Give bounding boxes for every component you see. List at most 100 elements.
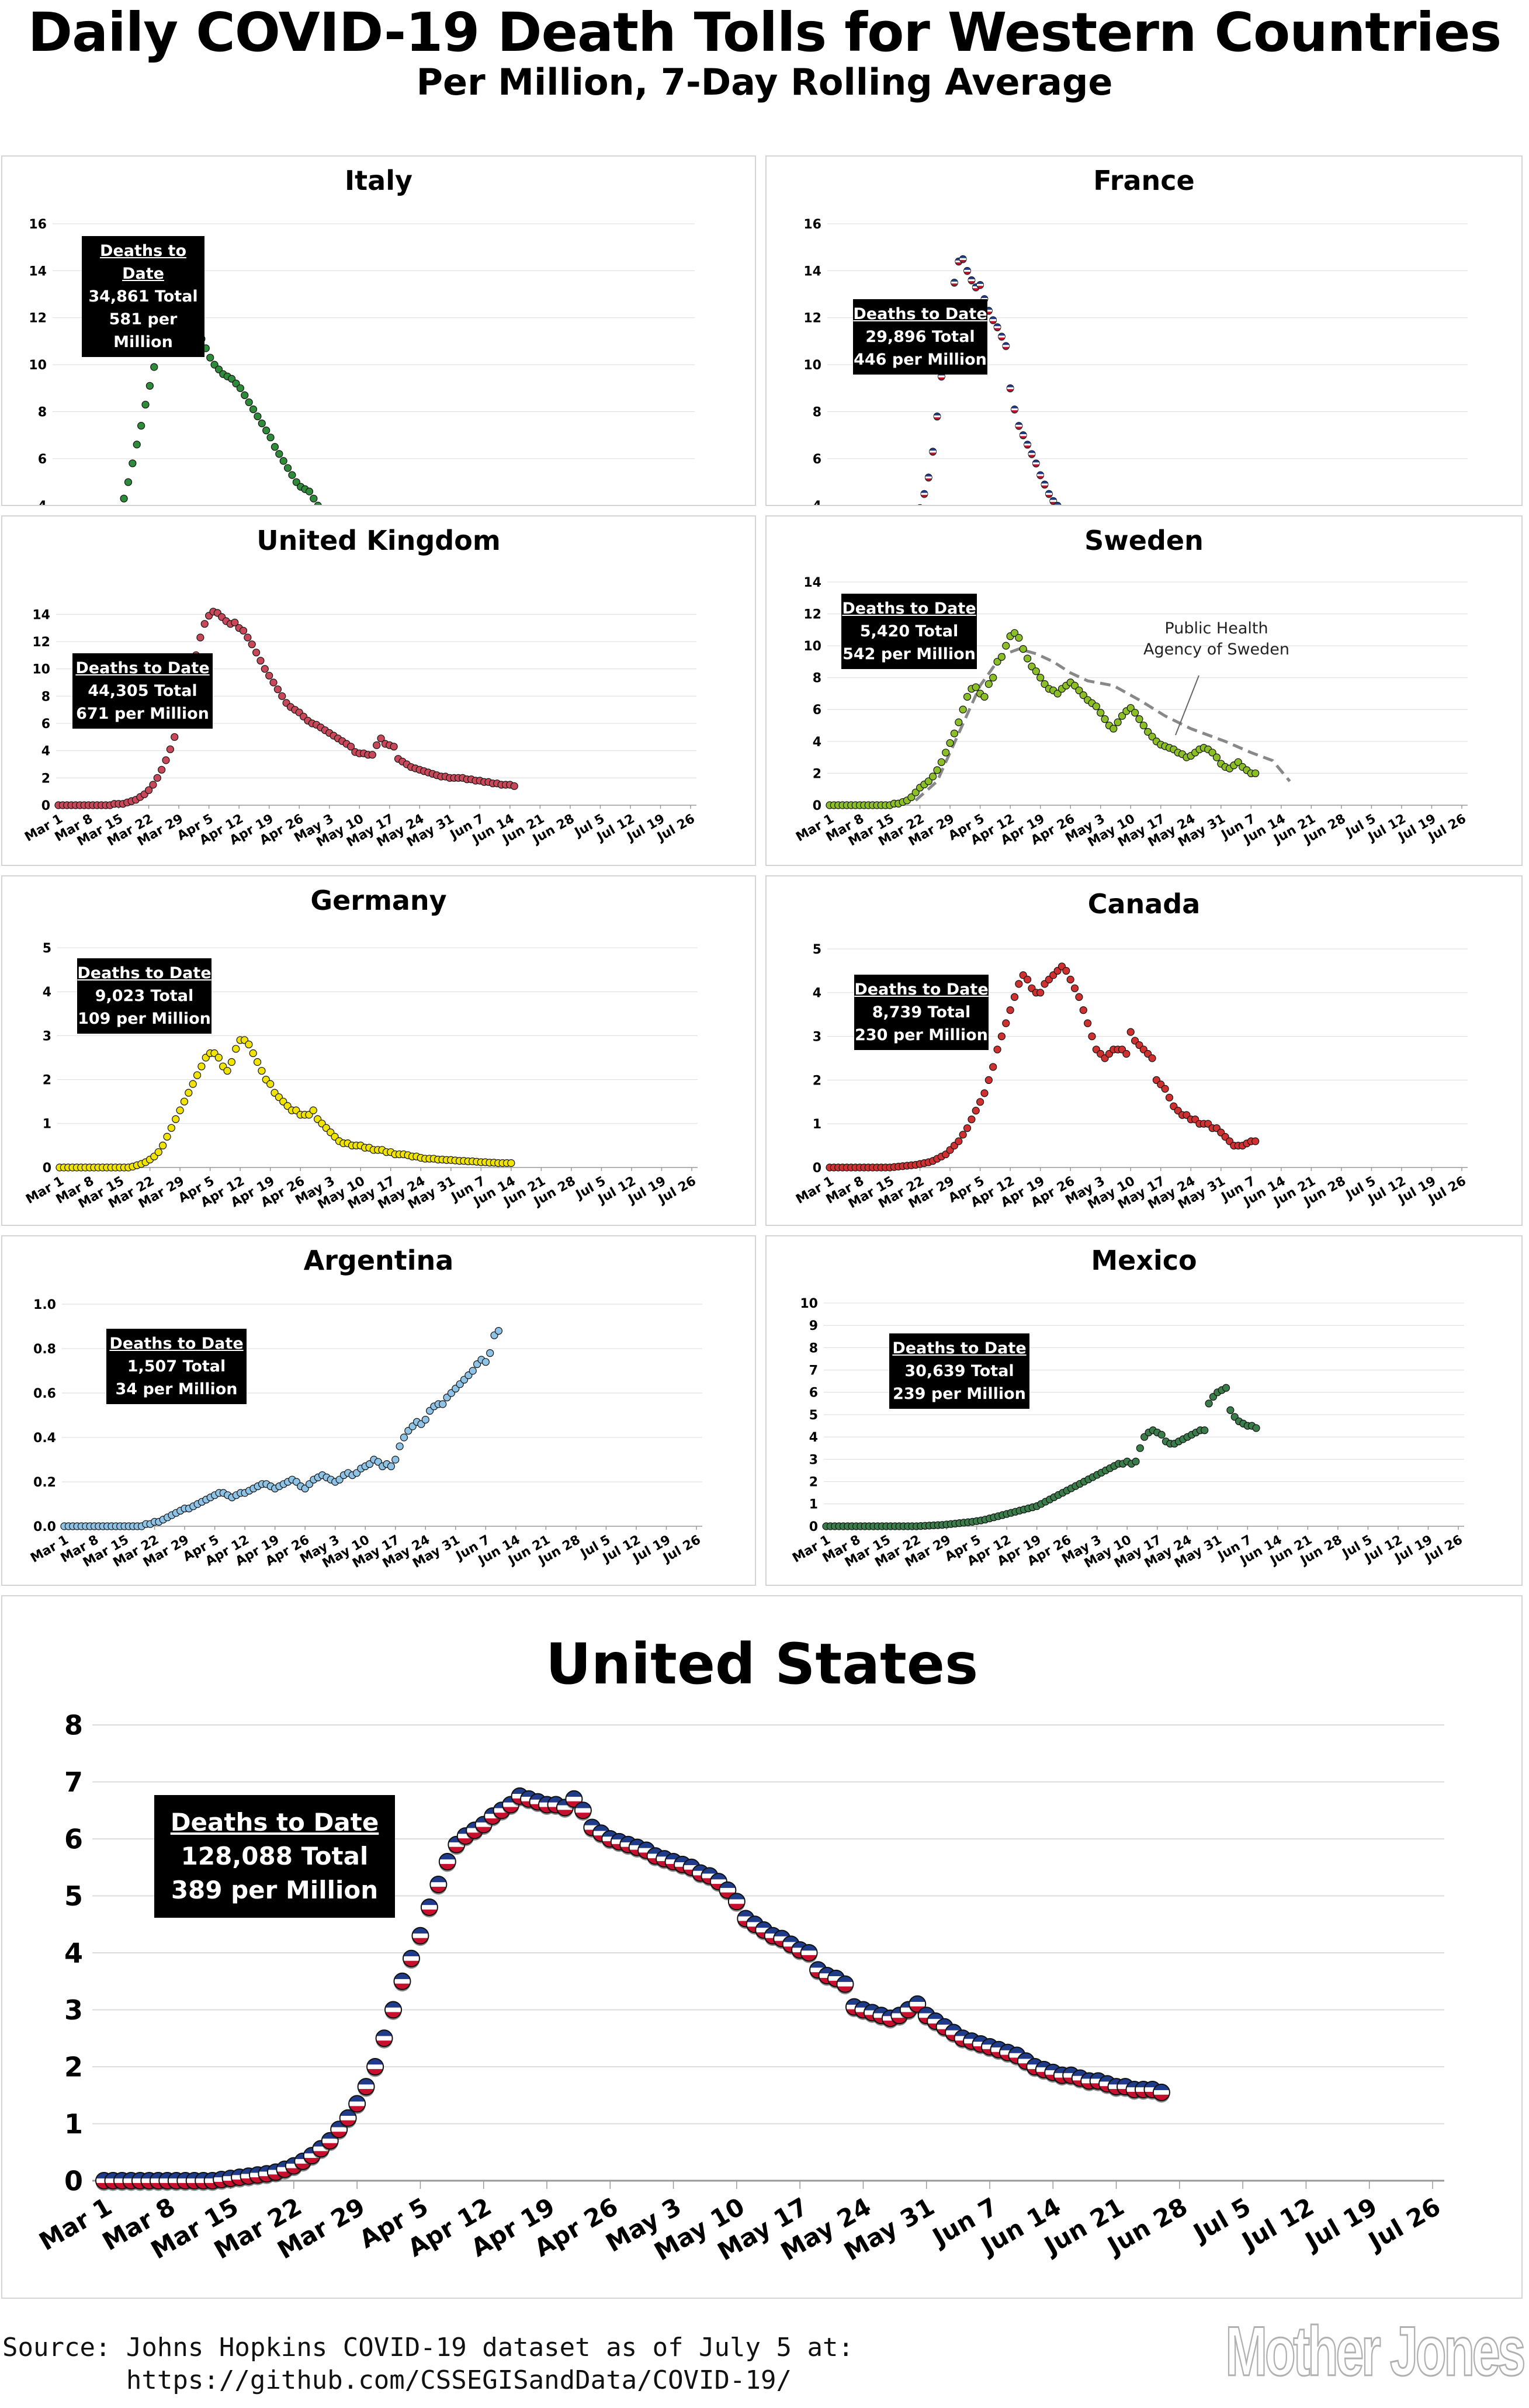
- data-point-stripe: [792, 1948, 809, 1953]
- data-point: [279, 457, 287, 465]
- deaths-to-date-callout: Deaths to Date 1,507 Total 34 per Millio…: [106, 1329, 247, 1404]
- data-point-stripe: [918, 2013, 935, 2018]
- data-point: [993, 657, 1001, 666]
- data-point: [933, 766, 941, 774]
- data-point: [214, 365, 223, 373]
- data-point-body: [149, 781, 157, 789]
- data-point-body: [1110, 725, 1118, 733]
- data-point-stripe: [1020, 434, 1027, 436]
- data-point-stripe: [547, 1802, 564, 1807]
- data-point-body: [214, 1054, 223, 1062]
- y-tick-label: 4: [813, 986, 821, 1001]
- data-point-body: [368, 751, 376, 759]
- data-point-body: [180, 1097, 189, 1106]
- data-point-stripe: [728, 1899, 745, 1904]
- data-point-body: [265, 671, 273, 680]
- data-point: [1148, 733, 1156, 741]
- data-point-cap: [934, 413, 941, 415]
- data-point-body: [984, 1076, 993, 1084]
- data-point-stripe: [195, 2178, 212, 2183]
- data-point-stripe: [113, 2178, 130, 2183]
- data-point: [258, 1066, 266, 1075]
- data-point-body: [997, 1033, 1006, 1041]
- data-point-body: [197, 1062, 206, 1070]
- data-point-stripe: [934, 415, 941, 418]
- data-point: [167, 1124, 175, 1132]
- data-point-stripe: [240, 2174, 257, 2179]
- data-point-stripe: [963, 269, 971, 272]
- data-point-cap: [909, 1995, 925, 2002]
- data-point: [158, 765, 166, 774]
- data-point-body: [1032, 667, 1040, 675]
- callout-total: 30,639 Total: [904, 1362, 1014, 1380]
- data-point-cap: [1032, 459, 1040, 463]
- y-tick-label: 2: [41, 771, 50, 786]
- data-point-body: [924, 777, 932, 785]
- y-tick-label: 6: [41, 717, 50, 732]
- data-point: [929, 772, 937, 781]
- data-point: [1234, 758, 1242, 766]
- data-point-stripe: [920, 493, 928, 495]
- data-point: [357, 2078, 375, 2097]
- data-point-stripe: [800, 1950, 817, 1955]
- data-point: [727, 1893, 746, 1912]
- data-point-cap: [1007, 384, 1014, 387]
- data-point: [1251, 769, 1260, 778]
- data-point-body: [258, 1066, 266, 1075]
- data-point: [1201, 1426, 1209, 1435]
- callout-heading: Deaths to Date: [170, 1808, 379, 1837]
- data-point: [989, 316, 997, 325]
- source-line-2: https://github.com/CSSEGISandData/COVID-…: [2, 2365, 792, 2395]
- y-tick-label: 2: [809, 1475, 818, 1490]
- sweden-chart-panel: Sweden 0 2 4 6 8 10 12 14 Mar 1 Mar 8 Mar 15 Mar 22…: [765, 515, 1523, 866]
- data-point-stripe: [1028, 453, 1035, 455]
- data-point-stripe: [177, 2178, 194, 2183]
- data-point-stripe: [985, 310, 993, 312]
- data-point: [1036, 471, 1045, 480]
- data-point-body: [955, 1137, 963, 1145]
- data-point: [486, 1349, 494, 1357]
- data-point: [959, 255, 967, 264]
- data-point-body: [1036, 674, 1045, 682]
- data-point-outline: [321, 2132, 339, 2150]
- data-point-body: [1062, 966, 1070, 975]
- data-point-stripe: [810, 1967, 827, 1973]
- y-tick-label: 8: [38, 405, 47, 420]
- data-point-outline: [836, 1975, 854, 1993]
- data-point: [375, 2029, 393, 2049]
- y-tick-label: 5: [43, 941, 51, 956]
- data-point-outline: [727, 1893, 746, 1911]
- data-point: [387, 1462, 396, 1470]
- data-point-outline: [1019, 431, 1027, 439]
- data-point-body: [1252, 1424, 1260, 1432]
- public-health-agency-line: [914, 647, 1291, 802]
- y-tick-label: 14: [803, 264, 821, 279]
- data-point: [911, 788, 920, 796]
- data-point: [929, 448, 937, 456]
- data-point-stripe: [150, 2178, 167, 2183]
- y-tick-label: 8: [813, 405, 821, 420]
- argentina-chart-panel: Argentina 0.0 0.2 0.4 0.6 0.8 1.0 Mar 1 Mar 8 Ma…: [1, 1235, 756, 1586]
- data-point-body: [176, 1106, 184, 1114]
- data-point: [907, 793, 916, 801]
- callout-per-million: 446 per Million: [854, 351, 987, 369]
- data-point-stripe: [989, 319, 997, 321]
- data-point: [963, 692, 972, 701]
- data-point-outline: [574, 1801, 592, 1820]
- data-point-stripe: [1153, 2090, 1170, 2095]
- data-point-stripe: [774, 1936, 790, 1941]
- data-point-body: [241, 391, 249, 399]
- data-point: [1205, 1399, 1213, 1408]
- data-point-stripe: [1011, 408, 1018, 411]
- data-point-body: [1148, 733, 1156, 741]
- data-point-stripe: [828, 1976, 845, 1981]
- data-point-outline: [1041, 480, 1049, 488]
- data-point: [1208, 749, 1216, 757]
- data-point: [494, 1327, 503, 1335]
- data-point-stripe: [376, 2036, 393, 2041]
- data-point: [1070, 681, 1079, 690]
- data-point: [368, 751, 376, 759]
- data-point: [1144, 727, 1152, 736]
- data-point: [1226, 1406, 1235, 1414]
- data-point: [258, 419, 266, 428]
